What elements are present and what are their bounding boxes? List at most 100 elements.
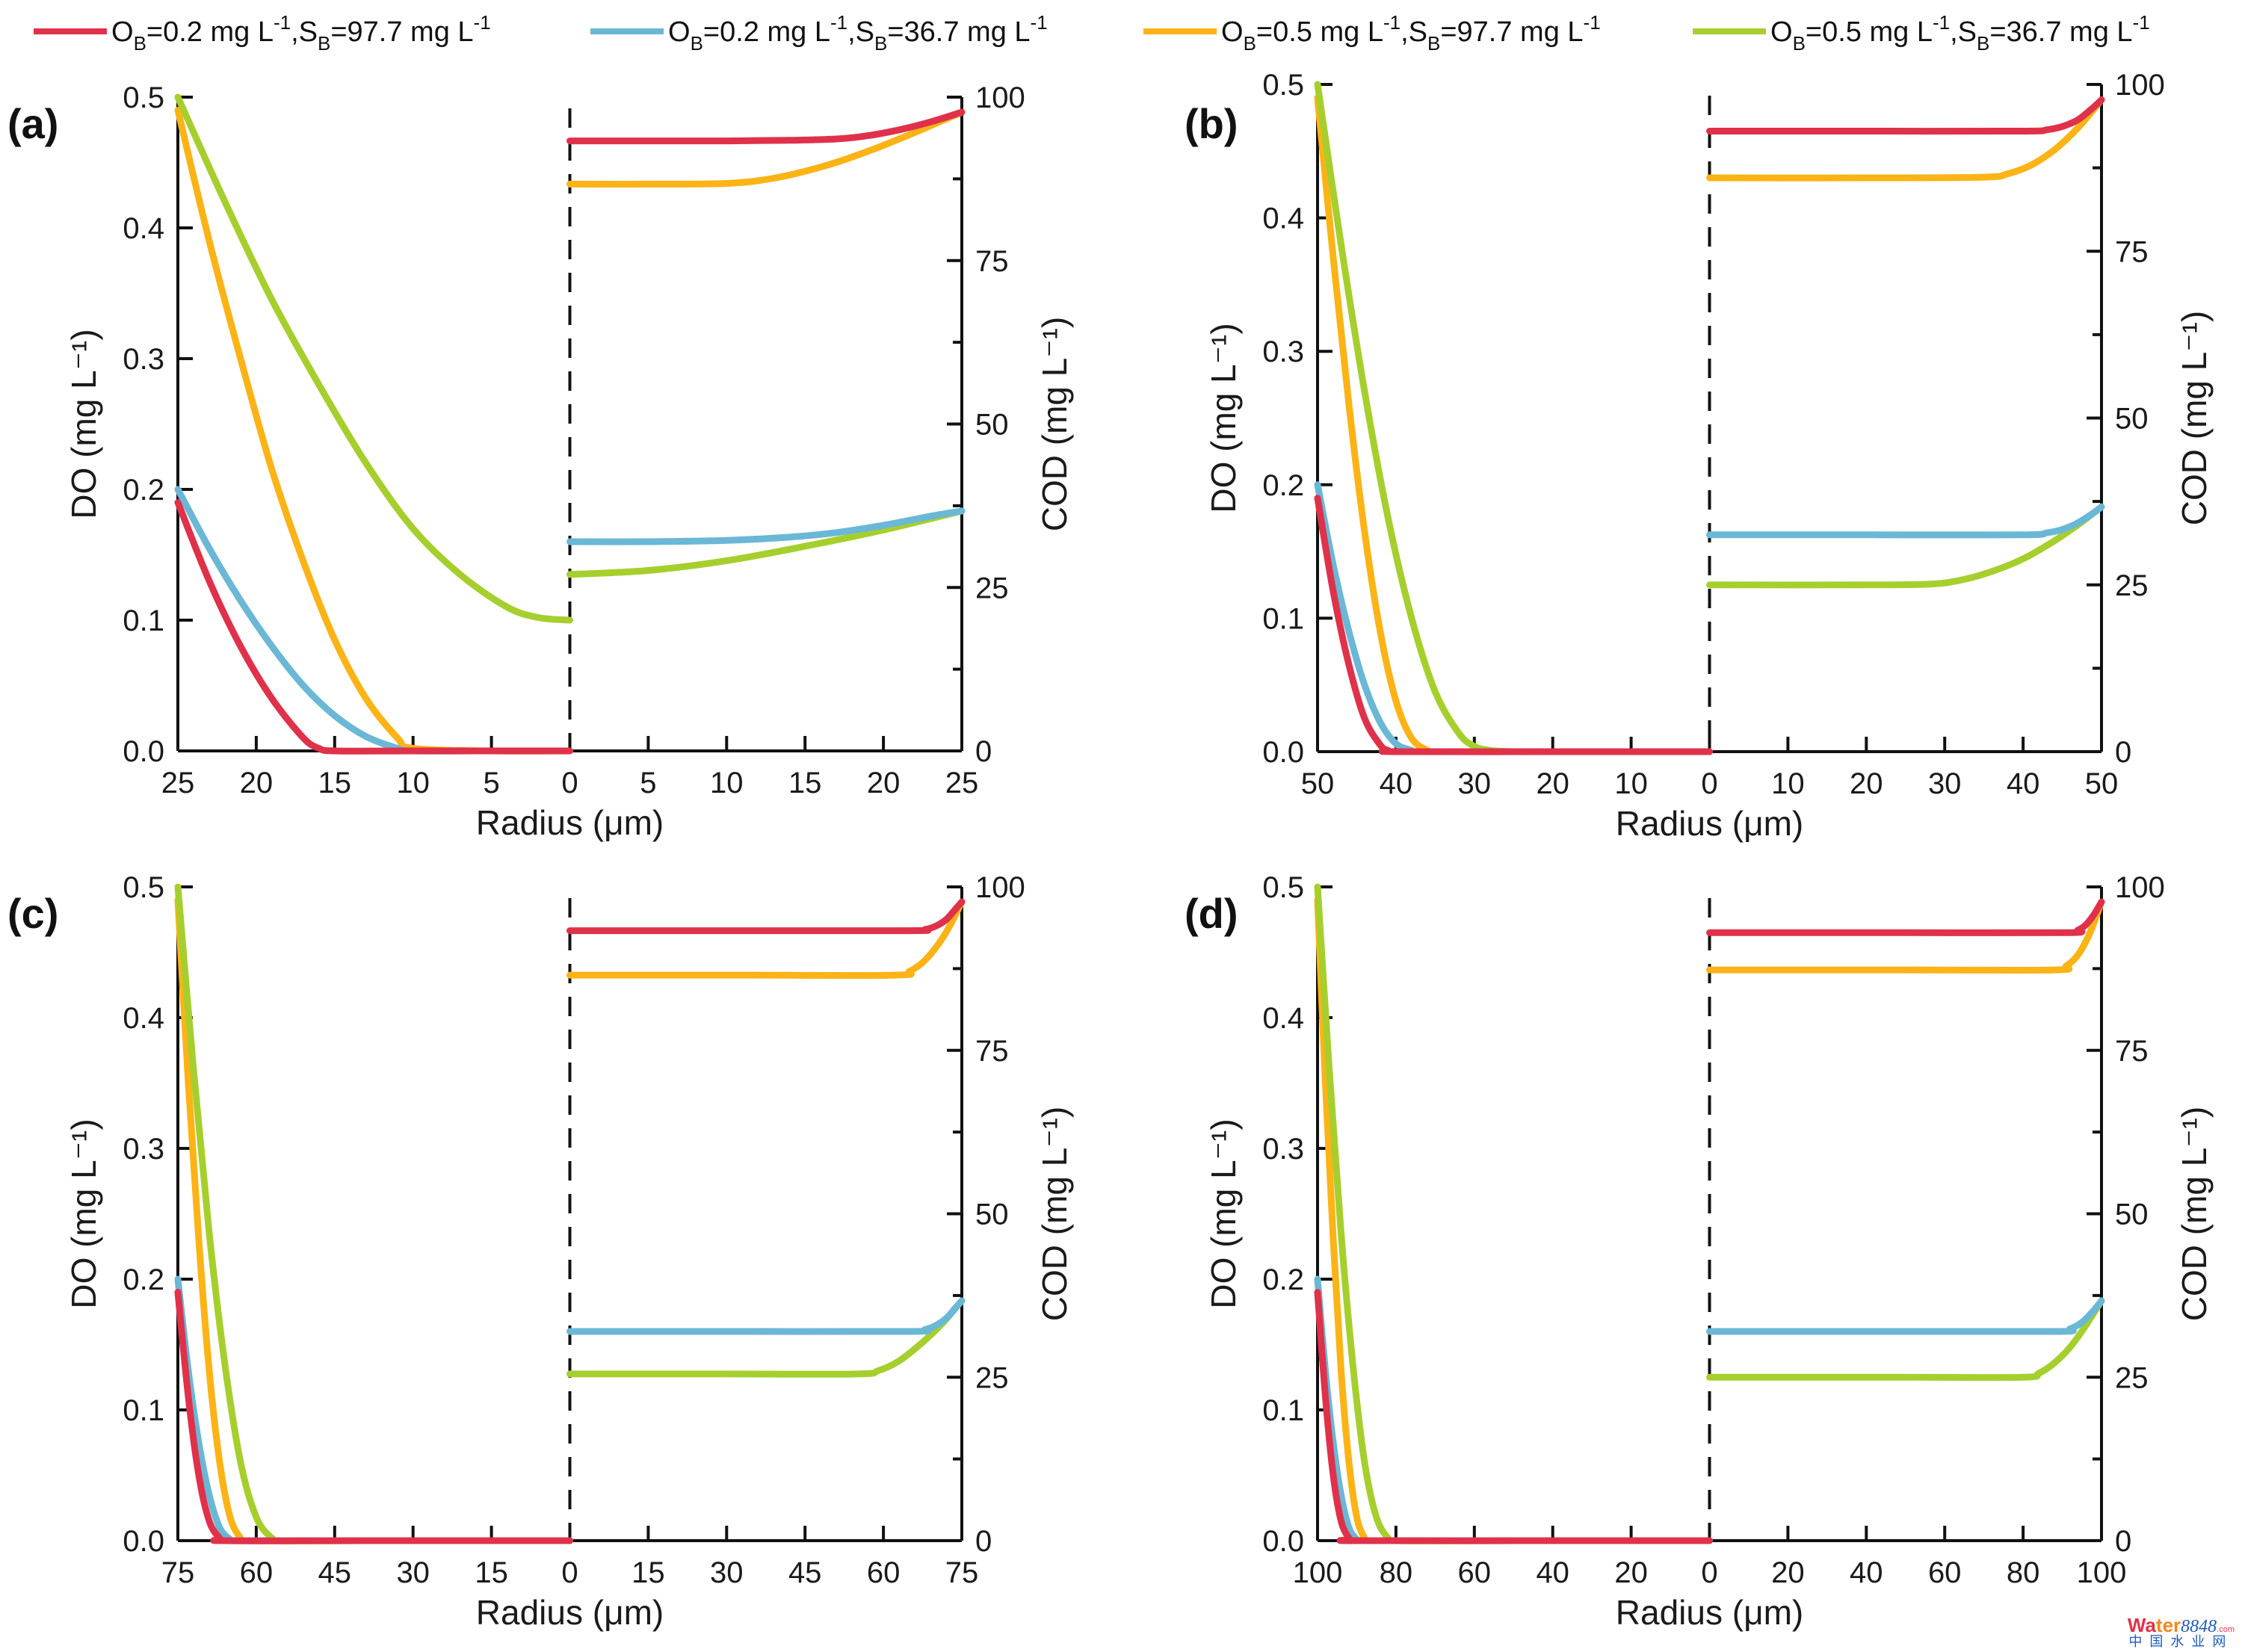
x-tick-label: 30 xyxy=(1928,767,1962,800)
x-tick-label: 45 xyxy=(318,1556,352,1589)
x-tick-label: 40 xyxy=(1380,767,1413,800)
right-y-axis-title: COD (mg L⁻¹) xyxy=(1035,1107,1074,1322)
cod-series-line xyxy=(566,898,966,935)
left-y-tick-label: 0.1 xyxy=(1262,1394,1304,1427)
watermark-dotcom: .com xyxy=(2217,1625,2235,1634)
legend-label: OB=0.5 mg L-1,SB=97.7 mg L-1 xyxy=(1221,11,1601,55)
cod-series-line xyxy=(566,898,966,979)
x-tick-label: 25 xyxy=(161,767,195,799)
left-y-tick-label: 0.0 xyxy=(123,1525,164,1558)
x-tick-label: 30 xyxy=(1458,767,1492,800)
left-y-tick-label: 0.5 xyxy=(1262,871,1304,904)
x-tick-label: 50 xyxy=(1301,767,1335,800)
cod-series-line xyxy=(1706,898,2105,974)
x-tick-label: 40 xyxy=(2007,767,2040,800)
left-y-axis-title: DO (mg L⁻¹) xyxy=(64,329,103,519)
panel-label: (d) xyxy=(1185,890,1238,937)
right-y-tick-label: 25 xyxy=(975,1361,1009,1394)
left-y-tick-label: 0.5 xyxy=(123,871,164,904)
right-y-tick-label: 50 xyxy=(975,1198,1009,1231)
x-tick-label: 25 xyxy=(945,767,979,799)
x-tick-label: 10 xyxy=(710,767,744,799)
left-y-tick-label: 0.4 xyxy=(1262,1002,1304,1035)
right-y-tick-label: 0 xyxy=(2115,1525,2131,1558)
cod-series-line xyxy=(1706,503,2105,589)
left-y-tick-label: 0.3 xyxy=(123,1133,164,1166)
left-y-tick-label: 0.1 xyxy=(1262,602,1304,635)
x-tick-label: 10 xyxy=(1771,767,1805,800)
right-y-axis-title: COD (mg L⁻¹) xyxy=(1035,317,1074,532)
do-series-line xyxy=(1314,897,1713,1544)
watermark-number: 8848 xyxy=(2181,1617,2217,1636)
cod-series-line xyxy=(566,108,966,188)
left-y-tick-label: 0.5 xyxy=(1262,69,1304,102)
x-tick-label: 45 xyxy=(788,1556,822,1589)
x-tick-label: 60 xyxy=(1928,1556,1962,1589)
right-y-axis-title: COD (mg L⁻¹) xyxy=(2175,311,2214,526)
right-y-tick-label: 100 xyxy=(975,871,1025,904)
cod-series-line xyxy=(566,108,966,145)
cod-series-line xyxy=(566,507,966,545)
right-y-tick-label: 75 xyxy=(2115,1035,2149,1068)
watermark-logo: Water8848.com 中国水业网 xyxy=(2128,1615,2235,1649)
left-y-tick-label: 0.3 xyxy=(1262,335,1304,368)
left-y-tick-label: 0.1 xyxy=(123,1394,164,1427)
panel-label: (b) xyxy=(1185,100,1238,147)
x-tick-label: 80 xyxy=(2007,1556,2040,1589)
x-tick-label: 20 xyxy=(240,767,274,799)
legend-item: OB=0.2 mg L-1,SB=36.7 mg L-1 xyxy=(590,11,1048,55)
x-tick-label: 100 xyxy=(1293,1556,1343,1589)
left-y-tick-label: 0.0 xyxy=(123,735,164,768)
right-y-tick-label: 100 xyxy=(2115,871,2165,904)
x-tick-label: 0 xyxy=(1701,767,1717,800)
x-tick-label: 0 xyxy=(561,767,578,799)
cod-series-line xyxy=(566,1297,966,1378)
x-tick-label: 75 xyxy=(161,1556,195,1589)
panel-label: (a) xyxy=(7,100,58,147)
right-y-tick-label: 100 xyxy=(2115,69,2165,102)
do-series-line xyxy=(1314,495,1713,755)
do-series-line xyxy=(1314,1289,1713,1544)
right-y-axis-title: COD (mg L⁻¹) xyxy=(2175,1107,2214,1322)
left-y-axis-title: DO (mg L⁻¹) xyxy=(1204,1119,1243,1308)
x-tick-label: 80 xyxy=(1380,1556,1413,1589)
legend: OB=0.2 mg L-1,SB=97.7 mg L-1 OB=0.2 mg L-… xyxy=(34,11,2150,55)
x-tick-label: 30 xyxy=(396,1556,430,1589)
left-y-tick-label: 0.2 xyxy=(123,1263,164,1296)
x-tick-label: 15 xyxy=(318,767,352,799)
right-y-tick-label: 75 xyxy=(975,1035,1009,1068)
watermark-wa: Wa xyxy=(2127,1614,2156,1636)
right-y-tick-label: 50 xyxy=(2115,1198,2149,1231)
right-y-tick-label: 75 xyxy=(2115,235,2149,268)
left-y-tick-label: 0.5 xyxy=(123,81,164,114)
left-y-tick-label: 0.0 xyxy=(1262,1525,1304,1558)
do-series-line xyxy=(174,1289,573,1544)
left-y-tick-label: 0.2 xyxy=(1262,469,1304,502)
x-tick-label: 0 xyxy=(561,1556,578,1589)
x-tick-label: 60 xyxy=(240,1556,274,1589)
right-y-tick-label: 0 xyxy=(975,735,992,768)
x-axis-title: Radius (μm) xyxy=(476,1593,664,1632)
do-series-line xyxy=(1314,94,1713,755)
do-series-line xyxy=(174,1275,573,1544)
left-y-tick-label: 0.4 xyxy=(123,1002,164,1035)
cod-series-line xyxy=(1706,898,2105,937)
x-tick-label: 60 xyxy=(1458,1556,1492,1589)
right-y-tick-label: 0 xyxy=(975,1525,992,1558)
legend-item: OB=0.5 mg L-1,SB=97.7 mg L-1 xyxy=(1143,11,1601,55)
do-series-line xyxy=(1314,1275,1713,1544)
do-series-line xyxy=(1314,81,1713,755)
left-y-tick-label: 0.0 xyxy=(1262,736,1304,769)
left-y-tick-label: 0.2 xyxy=(1262,1263,1304,1296)
x-tick-label: 15 xyxy=(475,1556,508,1589)
x-tick-label: 20 xyxy=(1614,1556,1648,1589)
legend-label: OB=0.5 mg L-1,SB=36.7 mg L-1 xyxy=(1770,11,2150,55)
legend-item: OB=0.2 mg L-1,SB=97.7 mg L-1 xyxy=(34,11,491,55)
left-y-tick-label: 0.3 xyxy=(123,343,164,376)
do-series-line xyxy=(174,107,573,755)
x-tick-label: 50 xyxy=(2085,767,2119,800)
left-y-tick-label: 0.4 xyxy=(123,212,164,245)
x-tick-label: 5 xyxy=(640,767,656,799)
